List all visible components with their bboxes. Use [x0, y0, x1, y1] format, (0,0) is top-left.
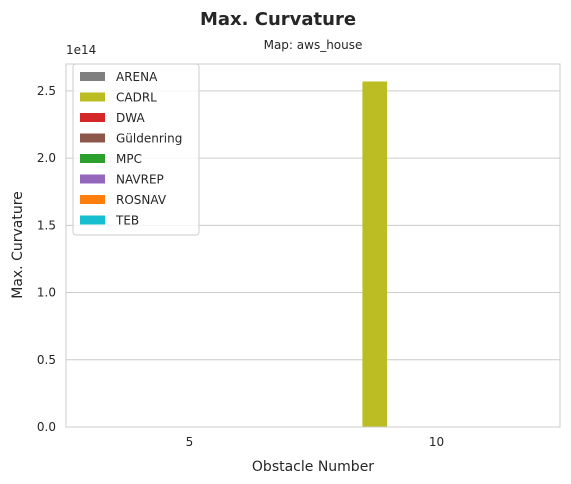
y-tick-label: 1.5: [37, 218, 56, 232]
x-tick-label: 10: [429, 435, 444, 449]
legend-swatch-navrep: [80, 174, 105, 184]
y-axis-label: Max. Curvature: [10, 191, 26, 299]
y-tick-label: 2.0: [37, 151, 56, 165]
legend-swatch-arena: [80, 72, 105, 81]
legend-swatch-güldenring: [80, 133, 105, 143]
y-tick-labels: 0.0 0.5 1.0 1.5 2.0 2.5: [37, 84, 56, 434]
y-tick-label: 0.0: [37, 420, 56, 434]
legend-swatch-teb: [80, 215, 105, 225]
y-tick-label: 0.5: [37, 353, 56, 367]
y-tick-label: 1.0: [37, 286, 56, 300]
x-tick-labels: 5 10: [186, 435, 444, 449]
x-tick-label: 5: [186, 435, 194, 449]
bar-cadrl-10: [362, 81, 388, 427]
legend-label: MPC: [116, 152, 142, 166]
legend-swatch-mpc: [80, 154, 105, 163]
legend-swatch-rosnav: [80, 195, 105, 204]
x-axis-label: Obstacle Number: [252, 459, 374, 475]
chart-subtitle: Map: aws_house: [264, 38, 363, 52]
chart-title: Max. Curvature: [200, 9, 356, 30]
legend-label: Güldenring: [116, 132, 182, 146]
y-offset-label: 1e14: [66, 43, 96, 57]
legend-swatch-dwa: [80, 113, 105, 122]
legend-swatch-cadrl: [80, 92, 105, 102]
legend-label: CADRL: [116, 91, 157, 105]
legend: ARENA CADRL DWA Güldenring MPC NAVREP ROSNAV TE…: [72, 63, 200, 236]
legend-label: TEB: [115, 214, 139, 228]
plot-frame: [65, 63, 561, 428]
legend-label: ROSNAV: [116, 193, 167, 207]
legend-label: NAVREP: [116, 173, 164, 187]
legend-label: ARENA: [116, 70, 158, 84]
legend-label: DWA: [116, 111, 145, 125]
bars: [362, 81, 388, 427]
legend-box: [72, 63, 200, 236]
y-tick-label: 2.5: [37, 84, 56, 98]
